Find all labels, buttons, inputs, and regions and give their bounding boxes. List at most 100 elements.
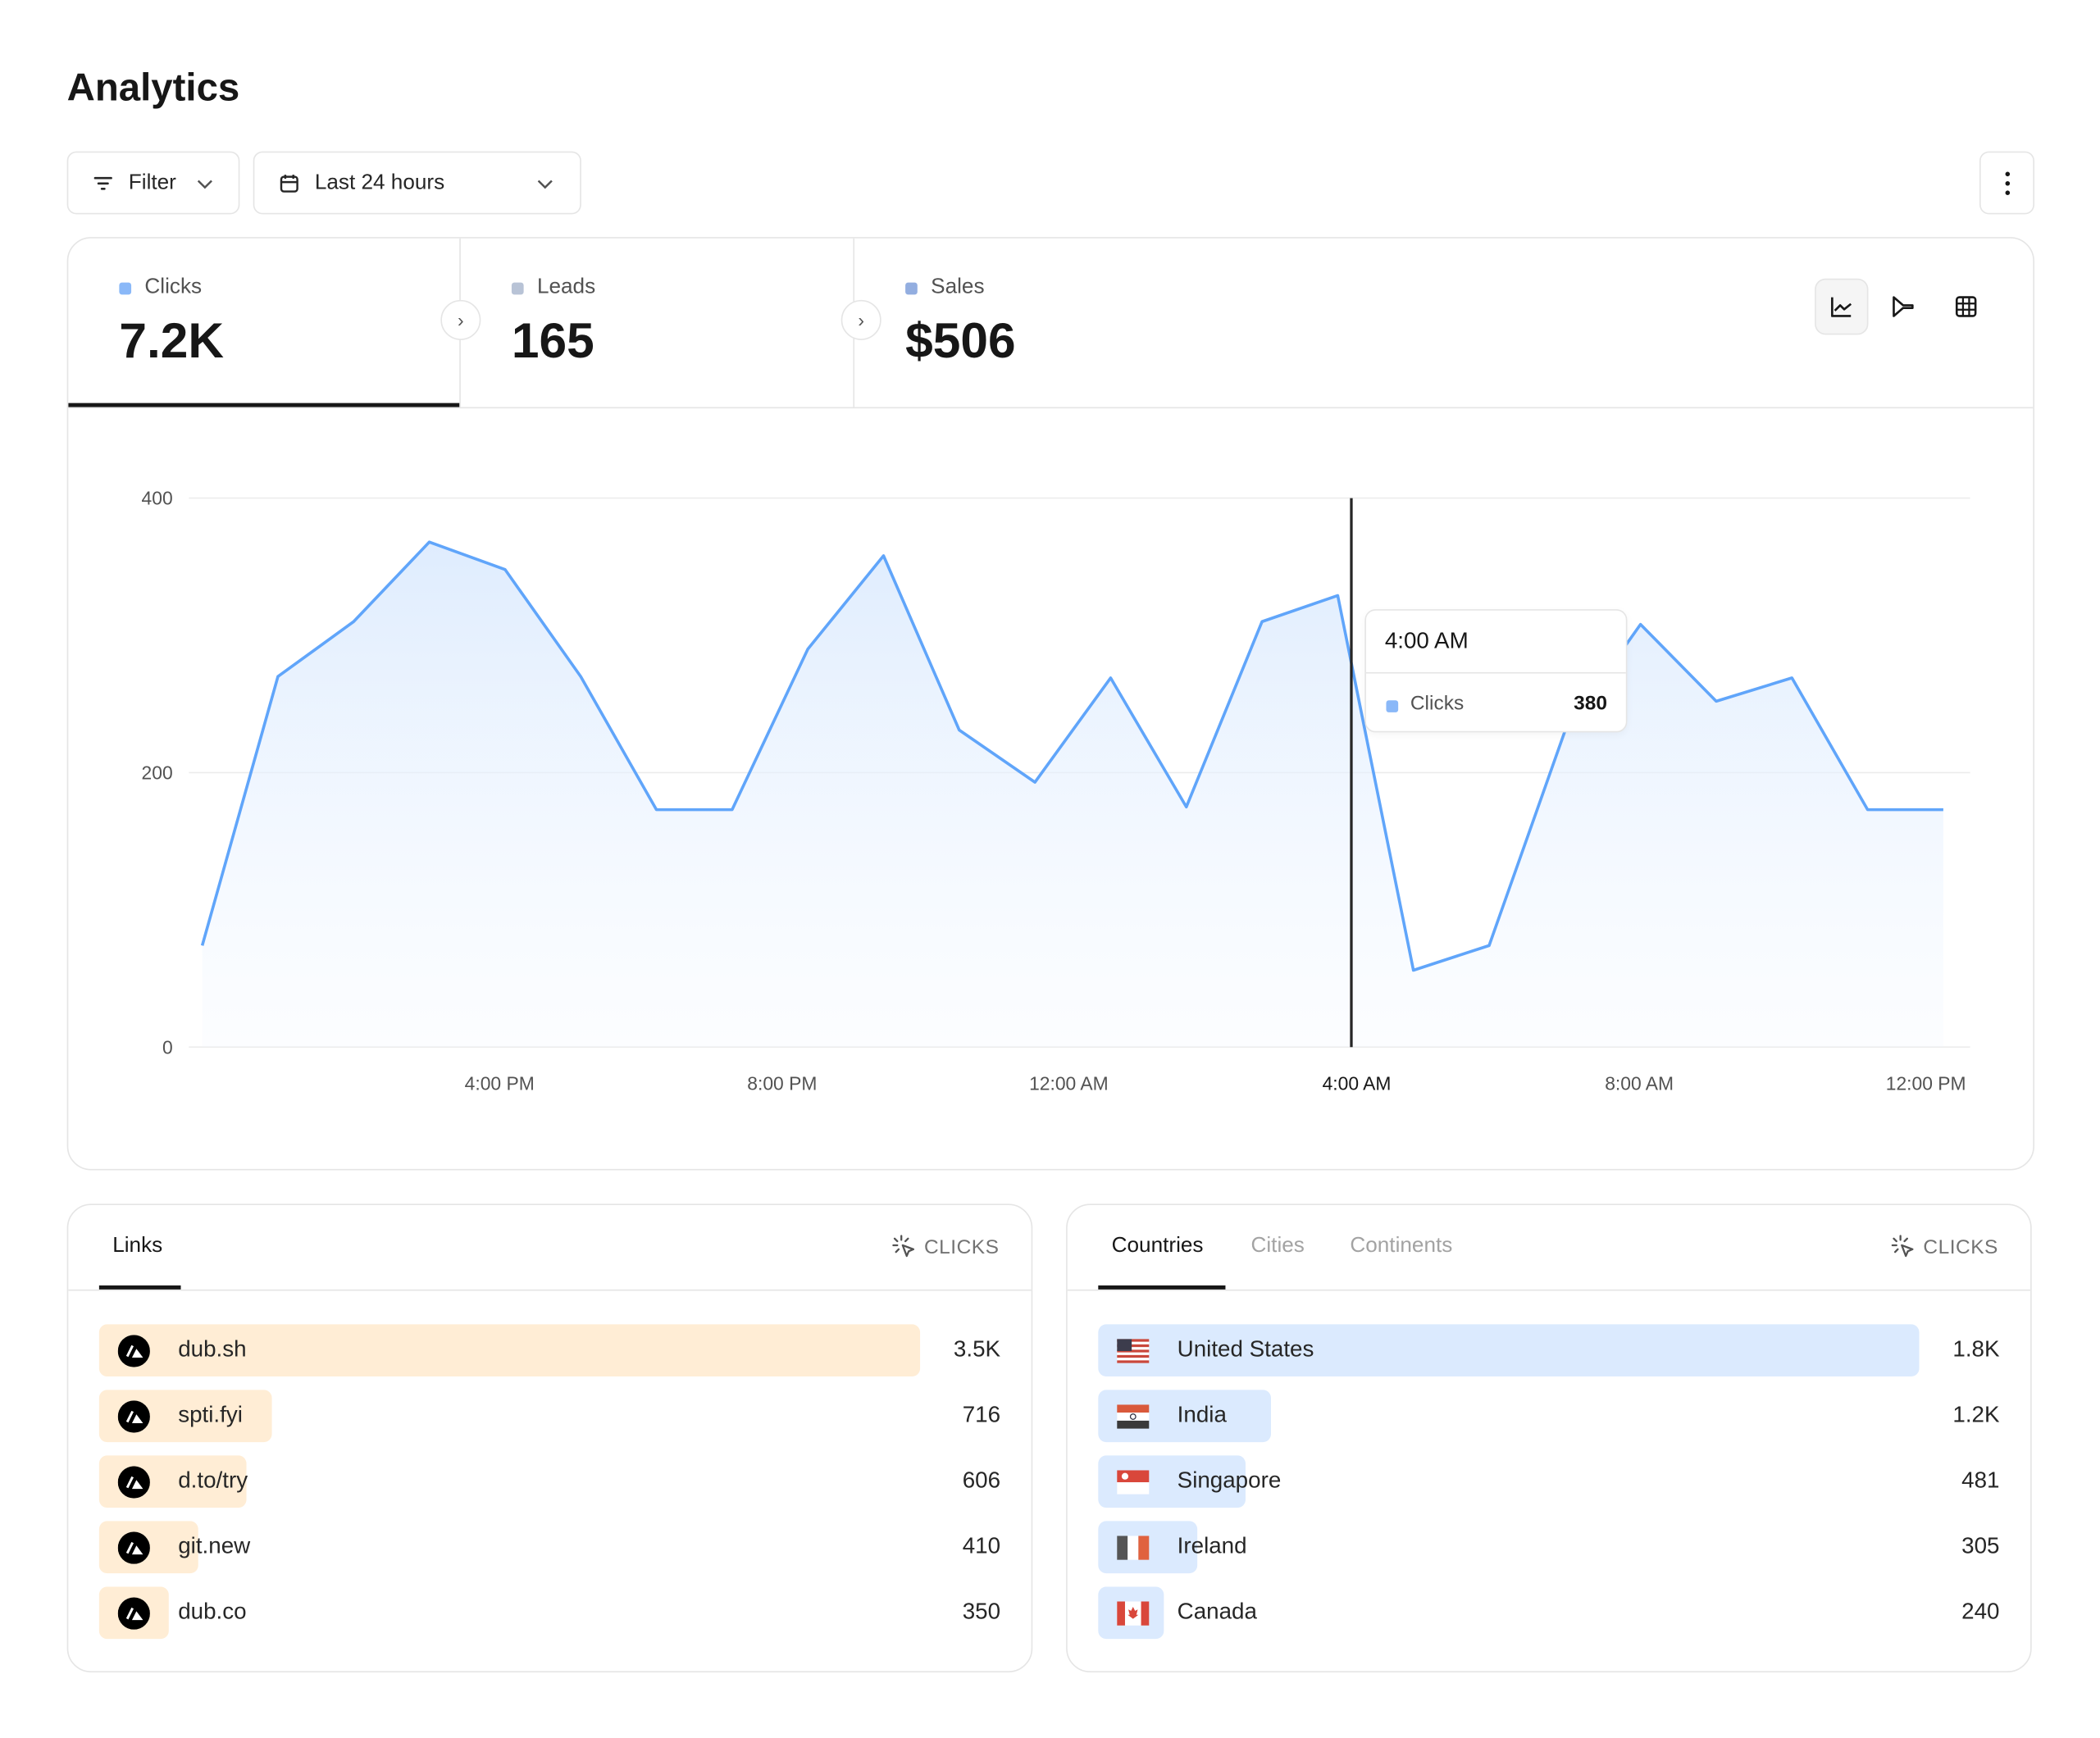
column-label: CLICKS [1923, 1235, 1998, 1258]
link-row[interactable]: git.new 410 [98, 1521, 1001, 1574]
x-tick-label: 12:00 PM [1886, 1073, 1966, 1094]
row-count: 410 [962, 1533, 1001, 1559]
row-count: 1.8K [1952, 1336, 2000, 1363]
metric-tab-clicks[interactable]: Clicks 7.2K [68, 238, 461, 407]
link-row[interactable]: dub.co 350 [98, 1586, 1001, 1640]
x-tick-label: 4:00 PM [465, 1073, 535, 1094]
tooltip-series: Clicks [1410, 692, 1465, 716]
dub-logo-icon [117, 1531, 150, 1564]
tab-countries[interactable]: Countries [1111, 1234, 1204, 1258]
sales-color-swatch [905, 281, 918, 294]
chart-tooltip: 4:00 AM Clicks 380 [1364, 609, 1628, 733]
filter-button[interactable]: Filter [66, 151, 240, 215]
tooltip-title: 4:00 AM [1384, 628, 1469, 654]
metric-label: Sales [931, 275, 985, 299]
filter-icon [93, 176, 112, 189]
row-name: d.to/try [178, 1467, 248, 1494]
more-options-button[interactable] [1979, 151, 2034, 215]
row-name: dub.co [178, 1599, 247, 1625]
tab-cities[interactable]: Cities [1250, 1234, 1305, 1258]
row-bar [1098, 1324, 1920, 1377]
row-name: spti.fyi [178, 1402, 243, 1428]
date-range-value: Last 24 hours [314, 171, 445, 194]
table-icon [1955, 296, 1977, 317]
table-view-button[interactable] [1939, 279, 1993, 335]
clicks-column-header: CLICKS [892, 1235, 1000, 1258]
tooltip-value: 380 [1574, 692, 1607, 716]
row-count: 240 [1961, 1599, 2000, 1625]
chevron-right-icon: › [440, 299, 481, 340]
chevron-down-icon [537, 179, 553, 189]
y-tick-label: 200 [142, 762, 173, 784]
row-count: 305 [1961, 1533, 2000, 1559]
row-name: Canada [1177, 1599, 1257, 1625]
funnel-view-button[interactable] [1876, 279, 1929, 335]
row-count: 3.5K [953, 1336, 1001, 1363]
row-count: 350 [962, 1599, 1001, 1625]
date-range-select[interactable]: Last 24 hours [253, 151, 581, 215]
leads-color-swatch [511, 281, 524, 294]
dub-logo-icon [117, 1597, 150, 1630]
ca-flag-icon [1117, 1601, 1150, 1626]
country-row[interactable]: India 1.2K [1098, 1390, 2000, 1443]
sg-flag-icon [1117, 1470, 1150, 1495]
clicks-color-swatch [1386, 700, 1399, 712]
links-card: Links CLICKS dub.sh 3.5K spti.fyi 716 d.to/t… [66, 1203, 1033, 1672]
dub-logo-icon [117, 1466, 150, 1499]
active-tab-indicator [1098, 1285, 1226, 1290]
row-count: 606 [962, 1467, 1001, 1494]
metric-tab-sales[interactable]: Sales $506 [854, 239, 1256, 407]
y-tick-label: 0 [162, 1036, 173, 1058]
active-tab-indicator [98, 1285, 181, 1290]
in-flag-icon [1117, 1404, 1150, 1429]
us-flag-icon [1117, 1339, 1150, 1363]
clicks-color-swatch [119, 281, 132, 294]
cursor-click-icon [1891, 1235, 1914, 1258]
x-tick-label: 8:00 AM [1605, 1073, 1674, 1094]
column-label: CLICKS [923, 1235, 1000, 1258]
row-bar [98, 1324, 921, 1377]
line-chart-view-button[interactable] [1815, 278, 1869, 335]
row-count: 1.2K [1952, 1402, 2000, 1428]
chevron-down-icon [197, 179, 212, 189]
clicks-column-header: CLICKS [1891, 1235, 1998, 1258]
clicks-area-chart[interactable]: 0 200 400 4:00 PM 8:00 PM 12:00 AM 4:00 AM 8:0… [68, 239, 2034, 1171]
link-row[interactable]: d.to/try 606 [98, 1455, 1001, 1508]
x-tick-label: 8:00 PM [747, 1073, 817, 1094]
metric-value: 7.2K [119, 313, 225, 369]
page-title: Analytics [66, 66, 240, 110]
row-name: git.new [178, 1533, 251, 1559]
tab-continents[interactable]: Continents [1350, 1234, 1453, 1258]
country-row[interactable]: Canada 240 [1098, 1586, 2000, 1640]
ie-flag-icon [1117, 1536, 1150, 1560]
link-row[interactable]: dub.sh 3.5K [98, 1324, 1001, 1377]
row-count: 716 [962, 1402, 1001, 1428]
country-row[interactable]: Ireland 305 [1098, 1521, 2000, 1574]
chevron-right-icon: › [840, 299, 881, 340]
line-chart-icon [1831, 297, 1852, 317]
more-vertical-icon [2004, 171, 2010, 195]
y-tick-label: 400 [142, 488, 173, 509]
funnel-icon [1893, 296, 1914, 317]
filter-label: Filter [128, 171, 176, 194]
active-tab-indicator [68, 403, 460, 407]
series-area-clicks [202, 542, 1943, 1048]
dub-logo-icon [117, 1335, 150, 1367]
calendar-icon [280, 174, 298, 192]
row-name: United States [1177, 1336, 1314, 1363]
x-tick-label: 12:00 AM [1029, 1073, 1109, 1094]
metric-value: $506 [905, 313, 1016, 369]
row-count: 481 [1961, 1467, 2000, 1494]
x-tick-label: 4:00 AM [1323, 1073, 1392, 1094]
tab-links[interactable]: Links [112, 1234, 163, 1258]
metric-value: 165 [511, 313, 594, 369]
link-row[interactable]: spti.fyi 716 [98, 1390, 1001, 1443]
series-line-clicks [200, 540, 1943, 972]
metric-label: Leads [536, 275, 596, 299]
country-row[interactable]: United States 1.8K [1098, 1324, 2000, 1377]
country-row[interactable]: Singapore 481 [1098, 1455, 2000, 1508]
locations-card: Countries Cities Continents CLICKS Unite… [1066, 1203, 2032, 1672]
metric-label: Clicks [144, 275, 203, 299]
row-name: dub.sh [178, 1336, 247, 1363]
